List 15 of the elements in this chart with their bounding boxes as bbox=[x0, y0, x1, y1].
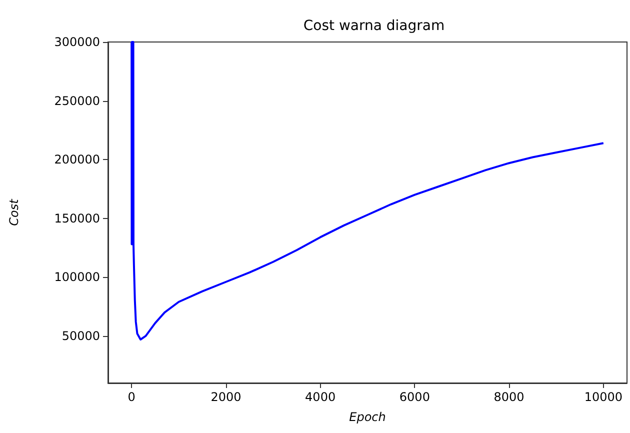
y-axis-title: Cost bbox=[7, 198, 21, 226]
x-tick-label: 2000 bbox=[210, 390, 242, 404]
chart-title: Cost warna diagram bbox=[303, 18, 445, 34]
y-tick-label: 300000 bbox=[54, 35, 100, 49]
y-tick-label: 200000 bbox=[54, 152, 100, 167]
y-tick-label: 100000 bbox=[54, 270, 100, 284]
x-tick-label: 6000 bbox=[399, 390, 430, 404]
x-tick-label: 8000 bbox=[494, 390, 524, 404]
y-tick-label: 50000 bbox=[62, 328, 100, 343]
y-tick-label: 150000 bbox=[54, 211, 100, 226]
y-tick-label: 250000 bbox=[54, 94, 100, 108]
x-axis-title: Epoch bbox=[349, 410, 386, 424]
x-tick-label: 4000 bbox=[305, 390, 336, 404]
x-tick-label: 10000 bbox=[584, 390, 623, 404]
x-tick-label: 0 bbox=[128, 390, 136, 404]
